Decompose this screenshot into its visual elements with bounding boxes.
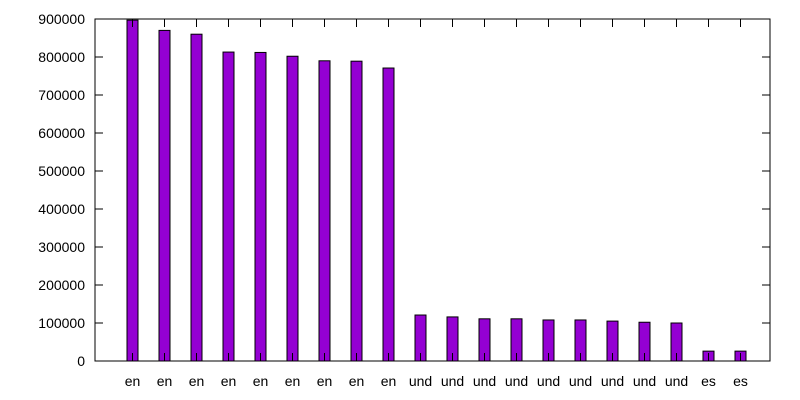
x-tick-label: und	[569, 373, 592, 389]
x-tick-label: und	[537, 373, 560, 389]
y-tick-label: 100000	[38, 315, 85, 331]
y-tick-label: 200000	[38, 277, 85, 293]
x-axis: en en en en en en en en en und und und und und und und u…	[125, 19, 748, 389]
x-tick-label: en	[285, 373, 301, 389]
bar	[222, 51, 235, 362]
bar	[254, 51, 267, 362]
y-tick-label: 300000	[38, 239, 85, 255]
y-tick-label: 800000	[38, 49, 85, 65]
y-tick-label: 400000	[38, 201, 85, 217]
x-tick-label: en	[221, 373, 237, 389]
bar	[382, 67, 395, 362]
x-tick-label: und	[633, 373, 656, 389]
x-tick-label: es	[733, 373, 748, 389]
bar	[286, 55, 299, 362]
y-tick-label: 0	[77, 353, 85, 369]
x-tick-label: und	[665, 373, 688, 389]
bar	[318, 60, 331, 362]
x-tick-label: und	[409, 373, 432, 389]
bar-series	[126, 19, 747, 362]
y-tick-label: 600000	[38, 125, 85, 141]
x-tick-label: en	[317, 373, 333, 389]
y-axis: 0 100000 200000 300000 400000 500000 600000 700…	[38, 11, 770, 369]
x-tick-label: en	[189, 373, 205, 389]
x-tick-label: und	[505, 373, 528, 389]
y-tick-label: 700000	[38, 87, 85, 103]
x-tick-label: en	[253, 373, 269, 389]
x-tick-label: und	[473, 373, 496, 389]
x-tick-label: es	[701, 373, 716, 389]
x-tick-label: und	[601, 373, 624, 389]
x-tick-label: en	[349, 373, 365, 389]
y-tick-label: 900000	[38, 11, 85, 27]
x-tick-label: en	[125, 373, 141, 389]
x-tick-label: und	[441, 373, 464, 389]
bar	[158, 29, 171, 362]
x-tick-label: en	[157, 373, 173, 389]
plot-area-frame	[94, 18, 771, 362]
bar	[190, 33, 203, 362]
bar	[126, 19, 139, 362]
y-tick-label: 500000	[38, 163, 85, 179]
x-tick-label: en	[381, 373, 397, 389]
bar	[350, 60, 363, 362]
